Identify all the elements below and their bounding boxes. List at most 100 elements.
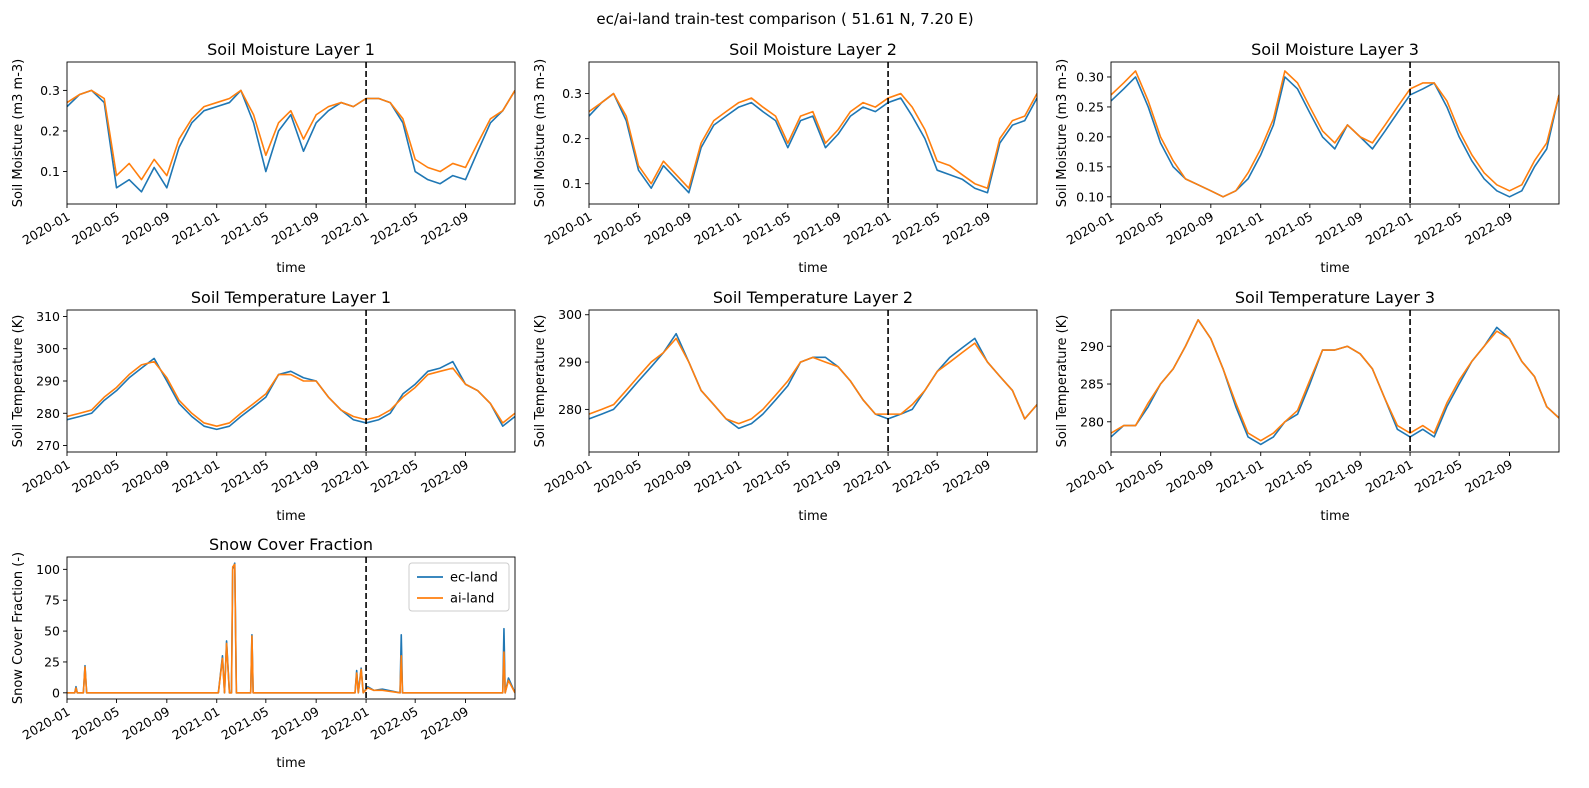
panel-sm3: Soil Moisture Layer 3 0.10 0.15 0.20 0.25 0.3… — [1055, 40, 1560, 276]
y-tick-label: 25 — [44, 654, 60, 669]
x-tick-label: 2020-05 — [1113, 457, 1166, 496]
x-tick-label: 2022-05 — [890, 209, 943, 248]
panel-st2: Soil Temperature Layer 2 280 290 300 2020-01… — [533, 288, 1038, 524]
x-tick-label: 2020-09 — [120, 209, 173, 248]
legend-box — [408, 562, 510, 612]
x-tick-label: 2021-01 — [1214, 457, 1267, 496]
x-tick-label: 2022-05 — [890, 457, 943, 496]
x-axis-label: time — [276, 756, 305, 771]
y-tick-label: 0.10 — [1076, 189, 1104, 204]
y-tick-label: 0.3 — [562, 86, 582, 101]
panel-sm1: Soil Moisture Layer 10.10.20.32020-01202… — [11, 40, 516, 276]
x-tick-label: 2021-09 — [791, 457, 844, 496]
x-tick-label: 2021-09 — [269, 209, 322, 248]
x-axis-label: time — [276, 509, 305, 524]
x-tick-label: 2021-05 — [741, 209, 794, 248]
x-axis-label: time — [276, 261, 305, 276]
y-axis-label: Soil Temperature (K) — [1055, 315, 1070, 448]
x-tick-label: 2020-05 — [69, 457, 122, 496]
axes-frame — [1110, 309, 1560, 453]
series-line-ec — [1111, 76, 1559, 198]
y-tick-label: 280 — [558, 402, 582, 417]
panel-st1: Soil Temperature Layer 1 270 280 290 300 310 2… — [11, 288, 516, 524]
y-tick-label: 100 — [36, 562, 60, 577]
y-tick-label: 0.30 — [1076, 69, 1104, 84]
x-tick-label: 2022-01 — [841, 457, 894, 496]
x-tick-label: 2020-01 — [20, 704, 73, 743]
x-tick-label: 2022-09 — [418, 457, 471, 496]
series-line-ec — [67, 89, 515, 193]
y-tick-label: 0.1 — [40, 164, 60, 179]
x-tick-label: 2022-01 — [1363, 209, 1416, 248]
legend-entry: ai-land — [450, 592, 494, 607]
y-tick-label: 0.2 — [562, 131, 582, 146]
x-axis-label: time — [798, 261, 827, 276]
x-tick-label: 2020-09 — [120, 704, 173, 743]
y-tick-label: 285 — [1080, 377, 1104, 392]
axes-frame — [588, 309, 1038, 453]
x-tick-label: 2021-05 — [1263, 457, 1316, 496]
y-tick-label: 75 — [44, 593, 60, 608]
series-line-ec — [1111, 319, 1559, 446]
y-tick-label: 0.1 — [562, 176, 582, 191]
panel-title: Soil Temperature Layer 1 — [191, 288, 391, 307]
y-axis-label: Soil Temperature (K) — [533, 315, 548, 448]
panel-title: Soil Moisture Layer 1 — [207, 40, 375, 59]
y-tick-label: 0 — [52, 685, 60, 700]
x-tick-label: 2022-05 — [368, 209, 421, 248]
x-tick-label: 2021-01 — [170, 457, 223, 496]
x-tick-label: 2021-09 — [269, 457, 322, 496]
y-axis-label: Soil Moisture (m3 m-3) — [533, 59, 548, 207]
x-tick-label: 2020-01 — [20, 457, 73, 496]
y-tick-label: 290 — [558, 355, 582, 370]
series-line-ai — [1111, 70, 1559, 198]
x-tick-label: 2021-09 — [1313, 209, 1366, 248]
panel-title: Soil Moisture Layer 3 — [1251, 40, 1419, 59]
panel-title: Soil Moisture Layer 2 — [729, 40, 897, 59]
y-tick-label: 310 — [36, 309, 60, 324]
x-tick-label: 2022-09 — [418, 209, 471, 248]
x-tick-label: 2021-05 — [1263, 209, 1316, 248]
y-tick-label: 300 — [36, 341, 60, 356]
axes-frame — [66, 556, 516, 700]
x-tick-label: 2022-05 — [368, 457, 421, 496]
y-tick-label: 0.25 — [1076, 99, 1104, 114]
x-tick-label: 2022-09 — [1462, 209, 1515, 248]
axes-frame — [66, 309, 516, 453]
x-tick-label: 2020-01 — [1064, 457, 1117, 496]
x-tick-label: 2021-01 — [692, 457, 745, 496]
series-line-ai — [589, 337, 1037, 425]
x-tick-label: 2022-01 — [319, 704, 372, 743]
x-tick-label: 2020-09 — [1164, 209, 1217, 248]
x-tick-label: 2020-01 — [1064, 209, 1117, 248]
x-tick-label: 2021-01 — [692, 209, 745, 248]
x-axis-label: time — [1320, 261, 1349, 276]
series-line-ai — [589, 92, 1037, 190]
series-line-ai — [67, 563, 515, 694]
y-tick-label: 300 — [558, 307, 582, 322]
figure-suptitle: ec/ai-land train-test comparison ( 51.61… — [596, 10, 973, 28]
panel-sm2: Soil Moisture Layer 20.10.20.32020-01202… — [533, 40, 1038, 276]
x-tick-label: 2022-09 — [1462, 457, 1515, 496]
x-tick-label: 2020-09 — [642, 457, 695, 496]
x-tick-label: 2021-01 — [170, 704, 223, 743]
x-tick-label: 2020-01 — [20, 209, 73, 248]
x-tick-label: 2020-09 — [1164, 457, 1217, 496]
series-line-ai — [67, 360, 515, 427]
y-tick-label: 280 — [1080, 414, 1104, 429]
series-line-ec — [589, 92, 1037, 194]
x-tick-label: 2022-01 — [319, 457, 372, 496]
x-tick-label: 2022-09 — [940, 209, 993, 248]
panel-title: Soil Temperature Layer 3 — [1235, 288, 1435, 307]
y-axis-label: Soil Temperature (K) — [11, 315, 26, 448]
x-tick-label: 2020-09 — [642, 209, 695, 248]
axes-frame — [1110, 61, 1560, 205]
x-tick-label: 2022-01 — [319, 209, 372, 248]
x-tick-label: 2021-05 — [219, 704, 272, 743]
panel-snow: Snow Cover Fraction02550751002020-012020… — [11, 535, 516, 771]
x-tick-label: 2022-01 — [841, 209, 894, 248]
axes-frame — [588, 61, 1038, 205]
x-tick-label: 2021-05 — [741, 457, 794, 496]
x-tick-label: 2020-05 — [591, 457, 644, 496]
